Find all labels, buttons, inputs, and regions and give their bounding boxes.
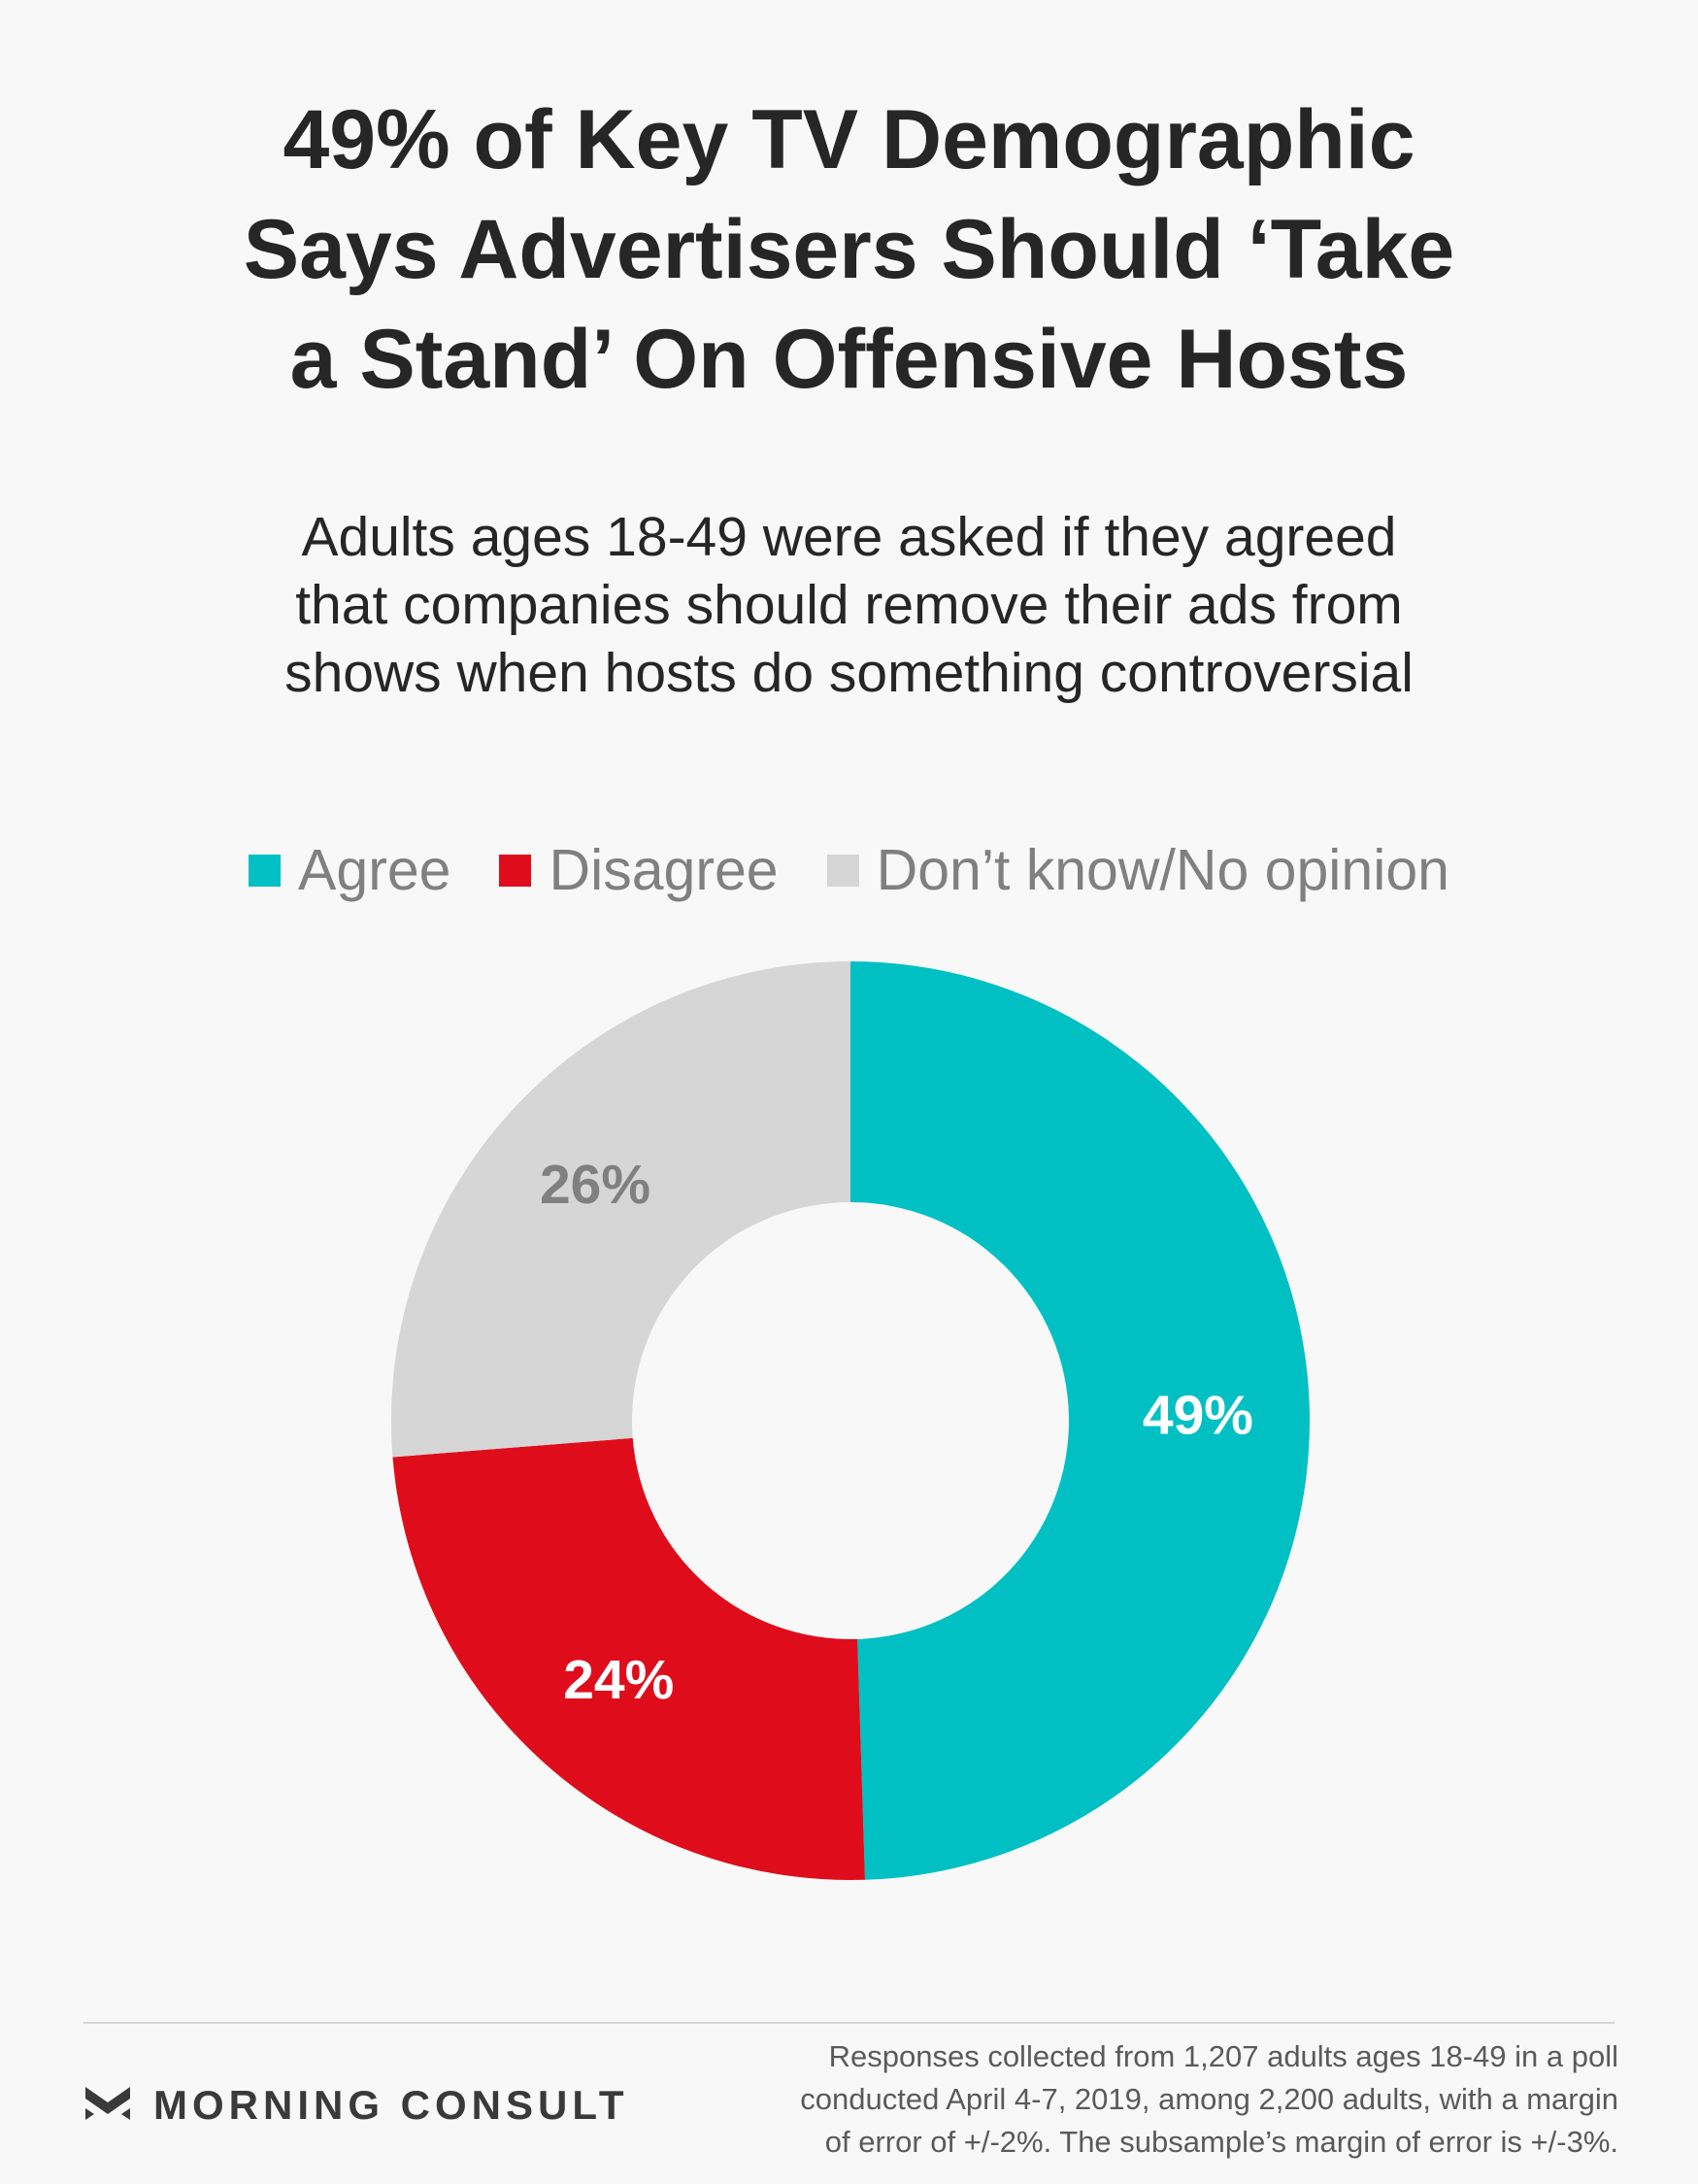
- footer-divider: [83, 2022, 1615, 2024]
- legend-item-dont-know: Don’t know/No opinion: [826, 837, 1449, 903]
- legend-label-agree: Agree: [298, 838, 451, 902]
- legend-label-disagree: Disagree: [549, 838, 779, 902]
- legend-item-disagree: Disagree: [499, 837, 779, 903]
- footnote: Responses collected from 1,207 adults ag…: [657, 2035, 1618, 2164]
- chart-title: 49% of Key TV Demographic Says Advertise…: [0, 85, 1698, 415]
- slice-label-disagree: 24%: [563, 1649, 674, 1711]
- slice-disagree: [392, 1437, 866, 1880]
- donut-chart: 49% 24% 26%: [391, 961, 1311, 1880]
- footnote-line: of error of +/-2%. The subsample’s margi…: [824, 2125, 1618, 2159]
- brand-name: MORNING CONSULT: [153, 2082, 629, 2128]
- legend-swatch-disagree: [499, 854, 532, 887]
- slice-label-agree: 49%: [1143, 1384, 1253, 1446]
- title-line: Says Advertisers Should ‘Take: [243, 203, 1455, 296]
- chart-subtitle: Adults ages 18-49 were asked if they agr…: [0, 503, 1698, 707]
- legend-label-dont-know: Don’t know/No opinion: [876, 838, 1449, 902]
- subtitle-line: shows when hosts do something controvers…: [284, 642, 1414, 704]
- slice-agree: [850, 961, 1311, 1880]
- footnote-line: Responses collected from 1,207 adults ag…: [828, 2039, 1618, 2073]
- slice-label-dont-know: 26%: [540, 1154, 650, 1216]
- legend-swatch-agree: [249, 854, 282, 887]
- title-line: a Stand’ On Offensive Hosts: [289, 313, 1409, 406]
- morning-consult-chevron-icon: [85, 2087, 130, 2120]
- chart-legend: Agree Disagree Don’t know/No opinion: [0, 837, 1698, 903]
- brand-logo: MORNING CONSULT: [85, 2082, 629, 2129]
- subtitle-line: that companies should remove their ads f…: [295, 574, 1403, 636]
- slice-dont-know: [391, 961, 850, 1458]
- footnote-line: conducted April 4-7, 2019, among 2,200 a…: [800, 2082, 1618, 2116]
- subtitle-line: Adults ages 18-49 were asked if they agr…: [301, 506, 1397, 568]
- legend-item-agree: Agree: [249, 837, 450, 903]
- title-line: 49% of Key TV Demographic: [283, 93, 1415, 186]
- legend-swatch-dont-know: [826, 854, 859, 887]
